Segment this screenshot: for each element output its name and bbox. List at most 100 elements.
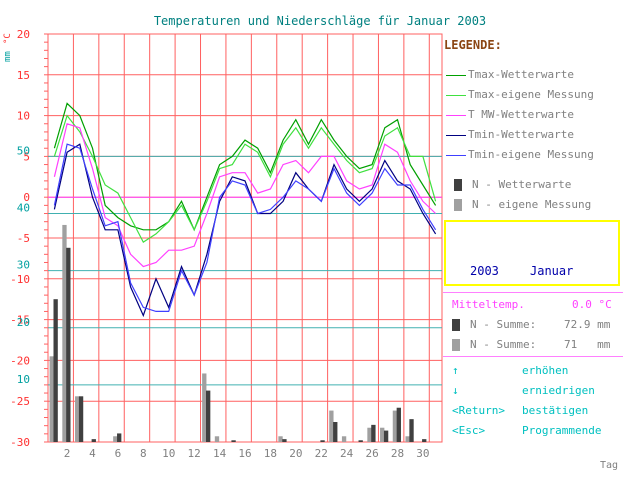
divider — [443, 292, 623, 293]
grid — [44, 33, 443, 443]
sum2-row: N - Summe: — [452, 338, 536, 351]
legend-line-icon — [446, 154, 466, 156]
temperature-lines — [53, 102, 437, 318]
temp-series-line — [53, 143, 437, 312]
precip-bar — [380, 427, 385, 442]
legend-item-tmax-ww: Tmax-Wetterwarte — [446, 68, 574, 81]
legend-square-icon — [452, 339, 460, 351]
precip-bars — [49, 224, 427, 442]
temp-tick-label: -5 — [17, 232, 30, 245]
precip-tick-label: 10 — [17, 373, 30, 386]
precip-tick-label: 50 — [17, 144, 30, 157]
sum1-label: N - Summe: — [470, 318, 537, 331]
precip-bar — [214, 436, 220, 442]
temp-tick-label: 15 — [17, 69, 30, 82]
precip-bar — [202, 373, 207, 442]
x-tick-label: 28 — [391, 447, 404, 460]
legend-item-tmin-ww: Tmin-Wetterwarte — [446, 128, 574, 141]
degc-unit-label: °C — [3, 33, 13, 44]
help-action-up: erhöhen — [522, 364, 569, 377]
legend-line-icon — [446, 134, 466, 136]
legend-item-tmw-ww: T MW-Wetterwarte — [446, 108, 574, 121]
sum1-value: 72.9 mm — [564, 318, 611, 331]
legend-line-icon — [446, 94, 466, 96]
help-action-esc: Programmende — [522, 424, 602, 437]
precip-bar — [62, 224, 67, 442]
temp-tick-label: -20 — [10, 354, 30, 367]
temp-tick-label: -25 — [10, 395, 30, 408]
sum2-label: N - Summe: — [470, 338, 537, 351]
precip-bar — [49, 356, 54, 442]
precip-bar — [422, 439, 427, 442]
x-tick-label: 14 — [213, 447, 227, 460]
mean-temp-label: Mitteltemp. — [452, 298, 525, 311]
legend-square-icon — [452, 319, 460, 331]
temp-series-line — [53, 102, 437, 232]
precip-bar — [113, 436, 118, 442]
year-value: 2003 — [470, 264, 499, 278]
precip-bar — [231, 440, 236, 442]
legend-item-tmax-eigen: Tmax-eigene Messung — [446, 88, 594, 101]
temp-tick-label: -15 — [10, 314, 30, 327]
precip-bar — [66, 247, 71, 442]
precip-bar — [329, 410, 334, 442]
temp-tick-label: 20 — [17, 28, 30, 41]
x-tick-label: 10 — [162, 447, 175, 460]
help-key-up: ↑ — [452, 364, 459, 377]
x-axis-label: Tag — [600, 460, 619, 471]
mm-unit-label: mm — [3, 51, 13, 62]
legend-label: Tmax-eigene Messung — [468, 88, 594, 101]
x-tick-label: 8 — [140, 447, 147, 460]
help-key-esc: <Esc> — [452, 424, 486, 437]
legend-item-n-eigen: N - eigene Messung — [454, 198, 591, 211]
temp-tick-label: -30 — [10, 436, 30, 449]
precip-bar — [206, 390, 211, 442]
chart-title: Temperaturen und Niederschläge für Janua… — [153, 14, 487, 28]
precip-bar — [341, 436, 347, 442]
help-key-return: <Return> — [452, 404, 505, 417]
legend-item-tmin-eigen: Tmin-eigene Messung — [446, 148, 594, 161]
precip-tick-label: 20 — [17, 316, 30, 329]
precip-bar — [405, 436, 410, 442]
precip-bar — [117, 433, 122, 442]
legend-label: Tmin-eigene Messung — [468, 148, 594, 161]
temp-series-line — [53, 114, 437, 243]
date-box[interactable]: 2003 Januar — [444, 220, 620, 286]
sum2-value: 71 mm — [564, 338, 611, 351]
precip-bar — [75, 396, 80, 442]
legend-label: Tmax-Wetterwarte — [468, 68, 574, 81]
help-key-down: ↓ — [452, 384, 459, 397]
temp-tick-label: 10 — [17, 110, 30, 123]
precip-tick-label: 40 — [17, 202, 30, 215]
temp-series-line — [53, 143, 437, 318]
mean-temp-value: 0.0 °C — [572, 298, 612, 311]
legend-title: LEGENDE: — [444, 38, 502, 52]
temp-tick-label: 5 — [23, 150, 30, 163]
precip-tick-label: 30 — [17, 259, 30, 272]
help-action-down: erniedrigen — [522, 384, 595, 397]
x-tick-label: 2 — [64, 447, 71, 460]
precip-bar — [409, 419, 414, 442]
temp-tick-label: -10 — [10, 273, 30, 286]
legend-square-icon — [454, 179, 462, 191]
temp-tick-label: 0 — [23, 191, 30, 204]
precip-bar — [91, 439, 96, 442]
x-tick-label: 6 — [115, 447, 122, 460]
sum1-row: N - Summe: — [452, 318, 536, 331]
x-tick-label: 18 — [264, 447, 277, 460]
x-tick-label: 16 — [238, 447, 251, 460]
x-tick-label: 4 — [89, 447, 96, 460]
precip-bar — [371, 424, 376, 442]
legend-line-icon — [446, 114, 466, 116]
precip-bar — [78, 396, 84, 442]
x-tick-label: 30 — [416, 447, 429, 460]
legend-label: T MW-Wetterwarte — [468, 108, 574, 121]
x-tick-label: 20 — [289, 447, 302, 460]
precip-bar — [358, 440, 363, 442]
precip-bar — [278, 436, 283, 442]
x-tick-label: 22 — [315, 447, 328, 460]
legend-square-icon — [454, 199, 462, 211]
x-tick-label: 12 — [188, 447, 201, 460]
